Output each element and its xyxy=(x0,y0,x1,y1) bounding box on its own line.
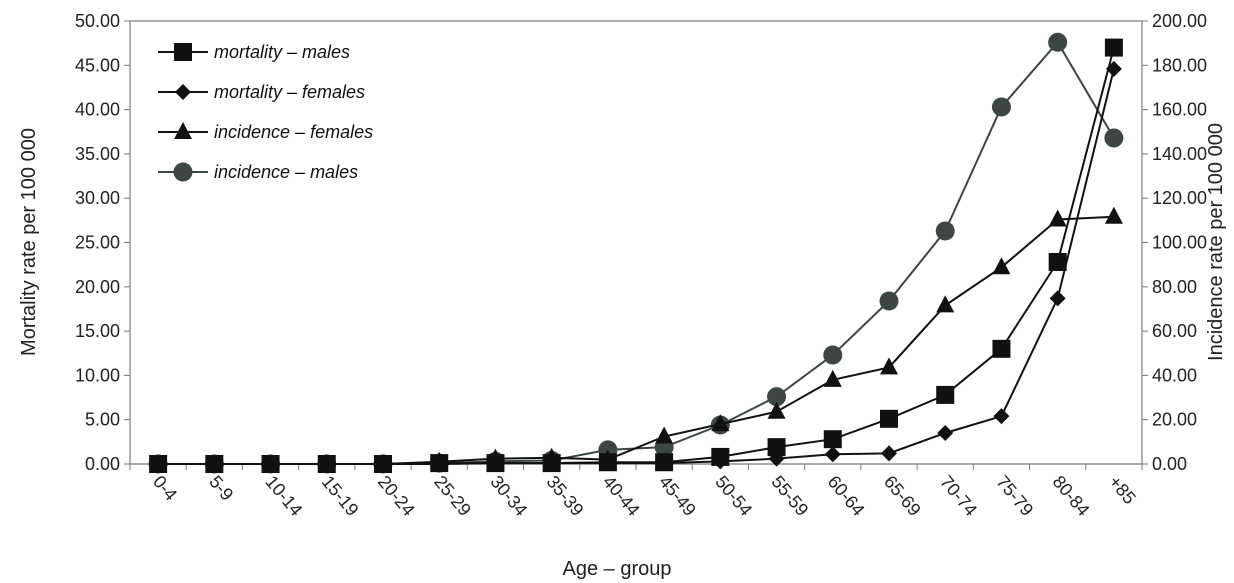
data-point xyxy=(1048,209,1067,227)
data-point xyxy=(936,385,955,404)
legend-marker xyxy=(174,43,192,61)
y2-tick-label: 200.00 xyxy=(1152,11,1207,31)
data-point xyxy=(881,445,897,462)
data-point xyxy=(879,291,899,311)
data-point xyxy=(655,453,674,472)
data-point xyxy=(991,97,1011,117)
data-point xyxy=(823,345,843,365)
y-axis-title: Mortality rate per 100 000 xyxy=(18,128,40,356)
y2-tick-label: 180.00 xyxy=(1152,55,1207,75)
y2-tick-label: 140.00 xyxy=(1152,144,1207,164)
y-tick-label: 40.00 xyxy=(75,100,120,120)
series-triangle xyxy=(149,206,1123,471)
x-tick-label: 20-24 xyxy=(374,472,419,520)
data-point xyxy=(711,414,730,432)
data-point xyxy=(655,426,674,444)
y-tick-label: 0.00 xyxy=(85,454,120,474)
legend-marker xyxy=(174,122,192,139)
series-layer xyxy=(148,32,1124,474)
data-point xyxy=(935,221,955,241)
x-tick-label: 55-59 xyxy=(767,472,812,520)
data-point xyxy=(936,295,955,313)
series-line xyxy=(158,47,1115,465)
x-tick-label: 0-4 xyxy=(149,472,181,505)
x-tick-label: 25-29 xyxy=(430,472,475,520)
y-tick-label: 15.00 xyxy=(75,321,120,341)
y2-tick-label: 80.00 xyxy=(1152,277,1197,297)
data-point xyxy=(824,446,841,463)
legend-entry: incidence – males xyxy=(214,162,358,182)
data-point xyxy=(711,447,730,466)
y2-tick-label: 20.00 xyxy=(1152,410,1197,430)
series-square xyxy=(149,38,1123,473)
x-tick-label: 70-74 xyxy=(936,472,981,520)
data-point xyxy=(823,369,842,387)
data-point xyxy=(1048,32,1068,52)
y2-tick-label: 0.00 xyxy=(1152,454,1187,474)
data-point xyxy=(205,455,224,473)
legend-entry: mortality – females xyxy=(214,82,365,102)
data-point xyxy=(149,455,168,473)
legend-entry: mortality – males xyxy=(214,42,350,62)
x-tick-label: 15-19 xyxy=(318,472,363,520)
data-point xyxy=(937,424,954,441)
data-point xyxy=(374,455,392,473)
legend: mortality – males mortality – females inci… xyxy=(158,42,373,182)
data-point xyxy=(486,454,505,473)
legend-entry: incidence – females xyxy=(214,122,373,142)
series-line xyxy=(158,40,1115,465)
data-point xyxy=(880,357,898,375)
series-line xyxy=(158,215,1114,465)
y2-tick-label: 120.00 xyxy=(1152,188,1207,208)
y2-axis-title: Incidence rate per 100 000 xyxy=(1205,123,1227,361)
data-point xyxy=(767,401,786,419)
x-tick-label: 80-84 xyxy=(1049,472,1094,520)
x-tick-label: 45-49 xyxy=(655,472,700,520)
legend-marker xyxy=(173,162,193,182)
x-tick-label: 30-34 xyxy=(486,472,531,520)
y-tick-label: 30.00 xyxy=(75,188,120,208)
data-point xyxy=(1048,252,1067,271)
y-tick-label: 45.00 xyxy=(75,55,120,75)
legend-marker xyxy=(175,84,191,100)
x-tick-label: 60-64 xyxy=(824,472,869,520)
data-point xyxy=(317,455,336,473)
data-point xyxy=(1049,290,1066,307)
data-point xyxy=(1104,38,1123,57)
x-tick-label: +85 xyxy=(1105,472,1140,508)
x-tick-label: 65-69 xyxy=(880,472,925,520)
data-point xyxy=(261,455,280,473)
y-tick-label: 20.00 xyxy=(75,277,120,297)
x-tick-label: 35-39 xyxy=(543,472,588,520)
x-tick-label: 5-9 xyxy=(205,472,237,505)
data-point xyxy=(767,387,787,407)
data-point xyxy=(430,454,449,473)
x-tick-label: 75-79 xyxy=(992,472,1037,520)
y-tick-label: 35.00 xyxy=(75,144,120,164)
y2-tick-label: 160.00 xyxy=(1152,100,1207,120)
data-point xyxy=(598,453,617,472)
x-axis-title: Age – group xyxy=(563,558,672,580)
x-tick-label: 10-14 xyxy=(261,472,306,520)
data-point xyxy=(767,438,786,457)
data-point xyxy=(823,430,842,449)
data-point xyxy=(880,409,898,428)
data-point xyxy=(1104,206,1123,224)
y2-tick-label: 40.00 xyxy=(1152,365,1197,385)
y-tick-label: 50.00 xyxy=(75,11,120,31)
data-point xyxy=(542,454,561,473)
y2-tick-label: 60.00 xyxy=(1152,321,1197,341)
data-point xyxy=(992,257,1011,275)
y2-tick-label: 100.00 xyxy=(1152,233,1207,253)
data-point xyxy=(993,408,1010,425)
y-tick-label: 5.00 xyxy=(85,410,120,430)
data-point xyxy=(992,339,1011,358)
y-tick-label: 10.00 xyxy=(75,365,120,385)
data-point xyxy=(1104,128,1124,148)
y-tick-label: 25.00 xyxy=(75,233,120,253)
x-tick-label: 50-54 xyxy=(711,472,756,520)
x-tick-label: 40-44 xyxy=(599,472,644,520)
